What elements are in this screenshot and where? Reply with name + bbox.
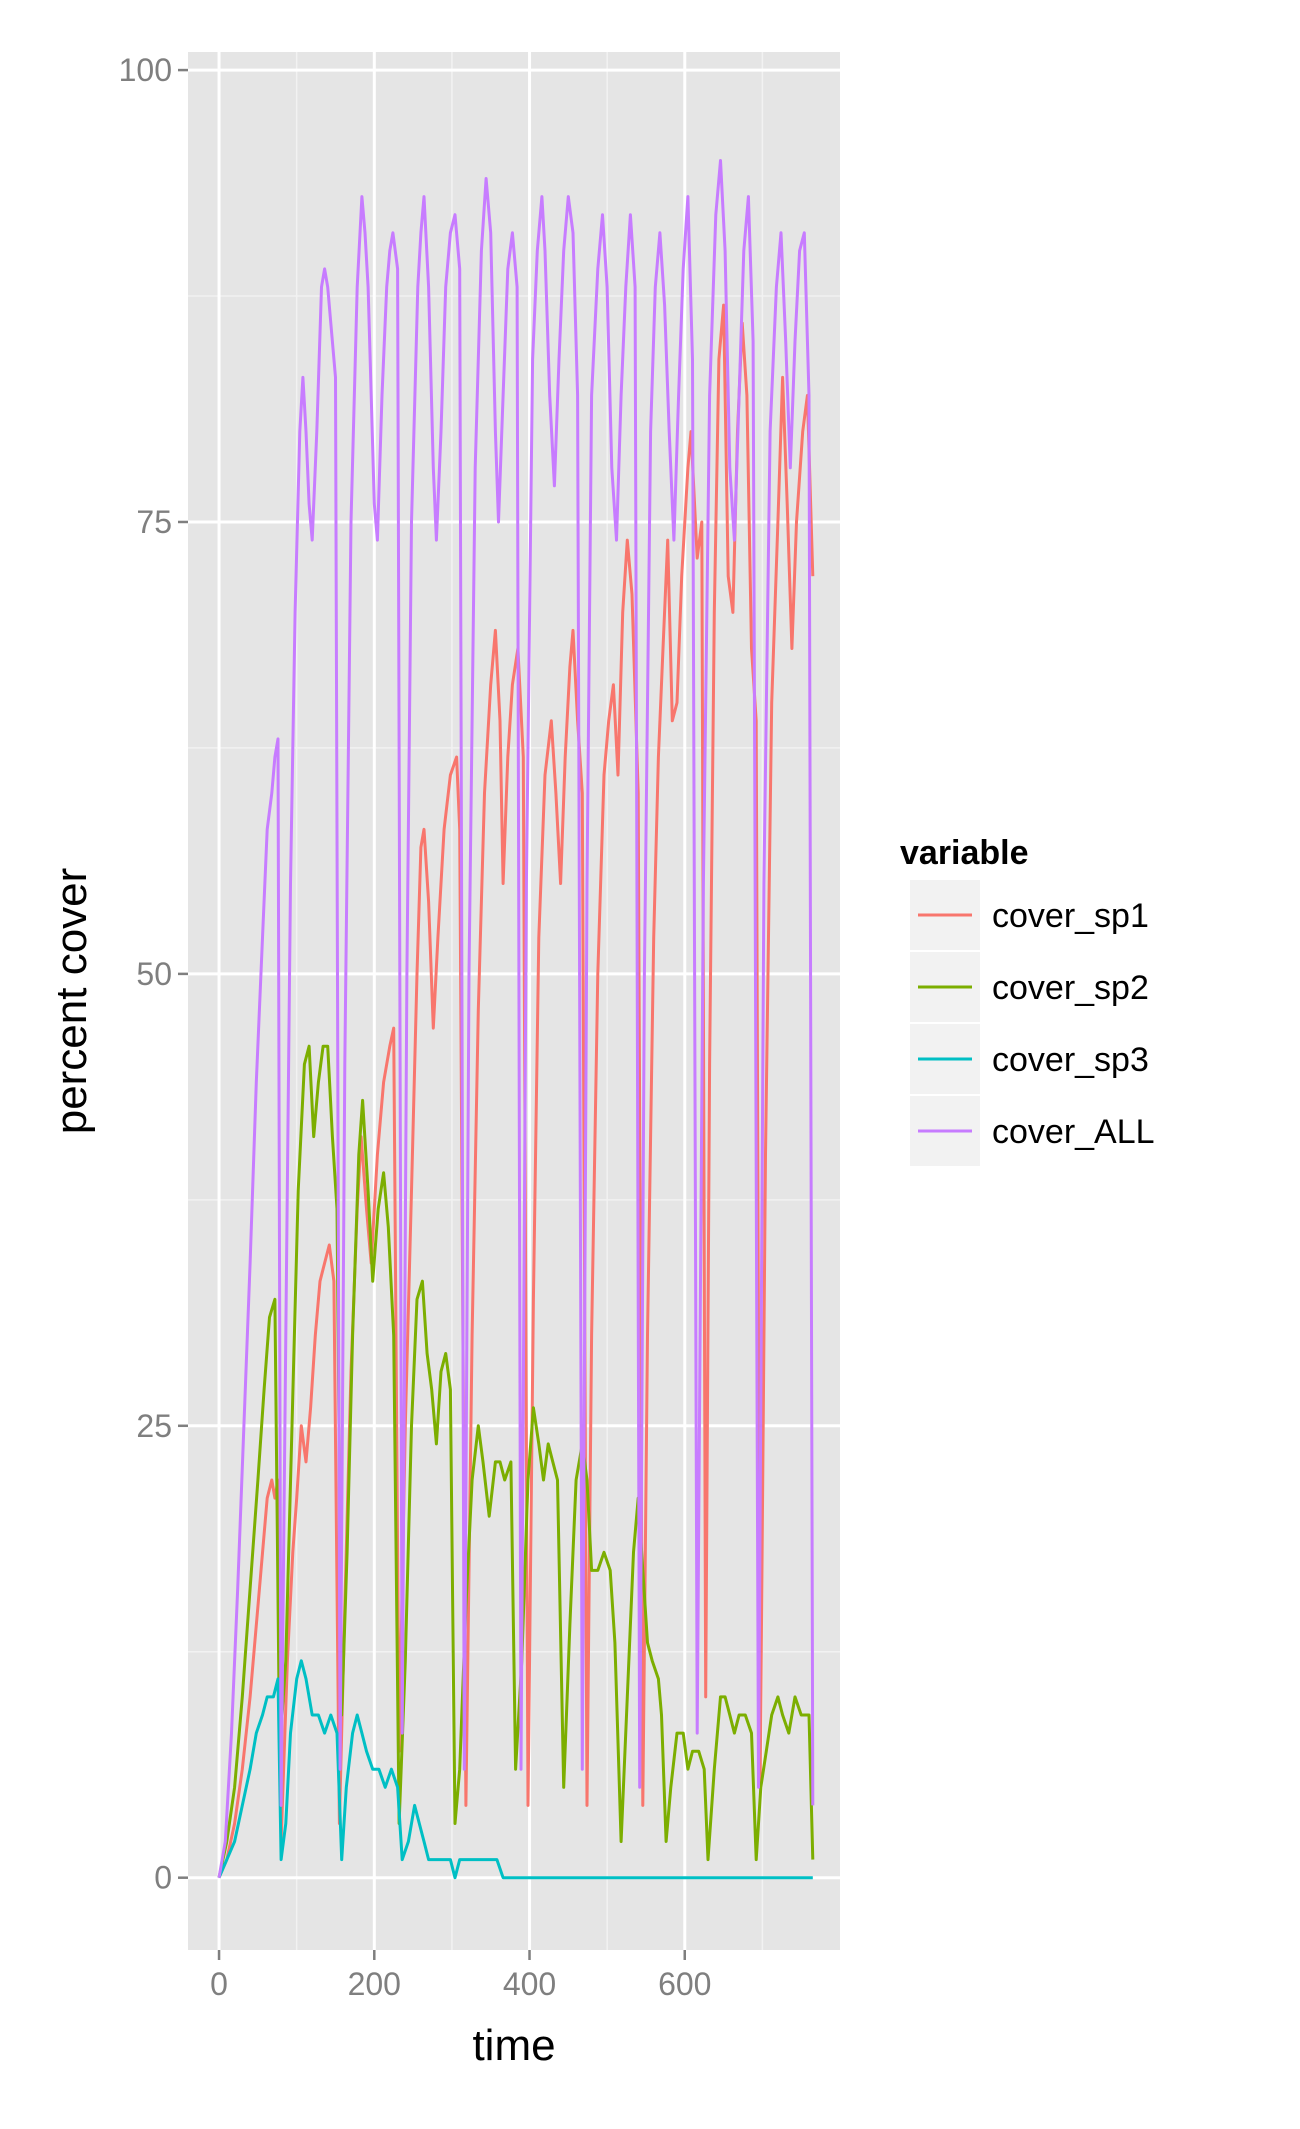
y-tick-label: 75 — [136, 504, 172, 540]
x-axis-tick-labels: 0 200 400 600 — [210, 1966, 711, 2002]
legend-label: cover_sp1 — [992, 897, 1149, 935]
legend-entries: cover_sp1 cover_sp2 cover_sp3 cover_ALL — [910, 880, 1155, 1166]
legend-title: variable — [900, 834, 1029, 872]
y-tick-label: 25 — [136, 1408, 172, 1444]
series-lines — [217, 159, 815, 1880]
x-tick-label: 400 — [503, 1966, 556, 2002]
legend: variable cover_sp1cover_sp2cover_sp3cove… — [900, 834, 1155, 1166]
series-line-cover-all — [217, 159, 815, 1878]
y-tick-label: 0 — [154, 1860, 172, 1896]
y-tick-label: 100 — [119, 52, 172, 88]
x-tick-label: 600 — [658, 1966, 711, 2002]
axis-ticks — [178, 68, 687, 1960]
x-tick-label: 200 — [348, 1966, 401, 2002]
legend-label: cover_sp3 — [992, 1041, 1149, 1079]
x-tick-label: 0 — [210, 1966, 228, 2002]
y-tick-label: 50 — [136, 956, 172, 992]
series-line-cover-sp1 — [217, 303, 815, 1879]
series-line-cover-sp2 — [217, 1044, 815, 1879]
x-axis-title: time — [472, 2021, 555, 2070]
y-axis-title: percent cover — [47, 868, 96, 1135]
legend-label: cover_ALL — [992, 1113, 1155, 1151]
legend-label: cover_sp2 — [992, 969, 1149, 1007]
y-axis-tick-labels: 0 25 50 75 100 — [119, 52, 172, 1896]
